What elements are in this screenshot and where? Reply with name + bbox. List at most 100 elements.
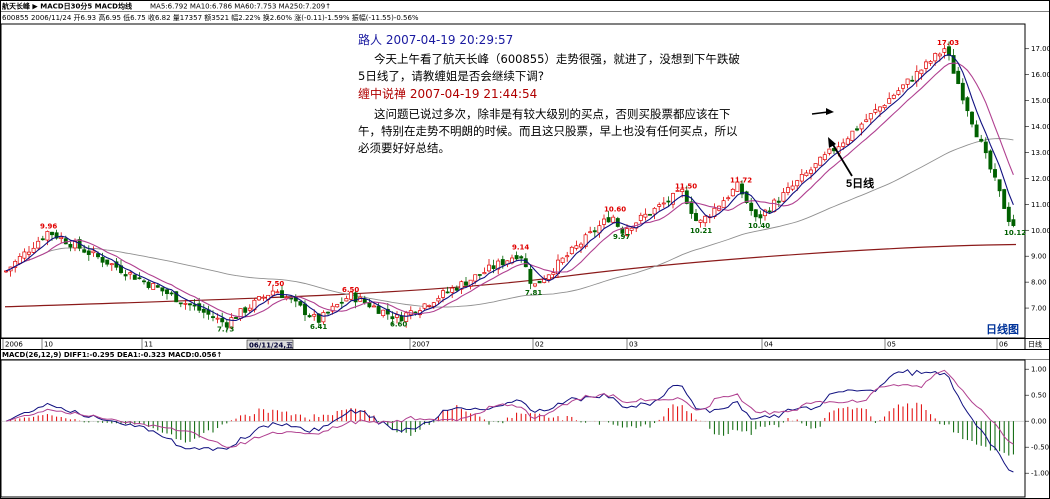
- price-labels: 9.96 7.73 7.50 6.41 6.50 6.60 9.14 7.81 10.60 9.9…: [40, 39, 1026, 333]
- candle-body: [482, 272, 487, 275]
- candle-body: [956, 70, 961, 84]
- candle-body: [887, 98, 892, 104]
- price-point-label: 10.21: [690, 227, 712, 235]
- ma60-line: [5, 138, 1014, 308]
- candle-body: [165, 289, 169, 294]
- candle-body: [638, 214, 643, 221]
- candle-body: [661, 202, 666, 205]
- candle-body: [105, 259, 110, 265]
- candle-body: [698, 219, 703, 223]
- candle-body: [657, 204, 662, 207]
- candle-body: [68, 243, 73, 248]
- candle-body: [1002, 189, 1007, 209]
- candle-body: [197, 303, 202, 311]
- x-tick-label: 05: [887, 341, 896, 349]
- candle-body: [845, 138, 850, 145]
- candle-body: [303, 303, 307, 316]
- candle-body: [54, 232, 59, 239]
- candle-body: [427, 305, 432, 307]
- candle-body: [82, 249, 87, 253]
- candle-body: [201, 308, 206, 313]
- x-tick-label: 02: [535, 341, 544, 349]
- candle-body: [22, 251, 27, 259]
- candle-body: [781, 192, 786, 202]
- candle-body: [50, 231, 54, 236]
- ma10-line: [5, 62, 1014, 318]
- candle-body: [813, 163, 818, 169]
- candle-body: [31, 247, 36, 253]
- candle-body: [546, 274, 551, 280]
- candle-body: [864, 119, 869, 122]
- candle-body: [487, 264, 491, 272]
- candle-body: [436, 297, 441, 302]
- price-tick-label: 8.00: [1031, 279, 1047, 287]
- candle-body: [919, 69, 924, 75]
- arrow-up-icon: [828, 137, 853, 177]
- panel-label: 日线图: [986, 322, 1019, 336]
- candle-body: [744, 191, 749, 204]
- candle-body: [13, 261, 18, 268]
- candle-body: [648, 213, 652, 216]
- candle-body: [569, 246, 574, 255]
- x-tick-label: 04: [764, 341, 773, 349]
- candle-body: [459, 281, 464, 290]
- candle-body: [390, 316, 395, 320]
- candle-body: [192, 304, 197, 307]
- candle-body: [579, 243, 583, 248]
- candle-body: [132, 274, 137, 280]
- price-panel: [0, 23, 1026, 339]
- candle-body: [689, 201, 694, 214]
- macd-lines: [5, 369, 1014, 473]
- price-tick-label: 14.00: [1031, 123, 1050, 131]
- candle-body: [468, 279, 473, 287]
- price-point-label: 10.12: [1004, 229, 1026, 237]
- candle-body: [372, 305, 376, 308]
- candle-body: [533, 283, 537, 287]
- right-unit: 日线: [1028, 340, 1042, 349]
- candle-body: [36, 240, 41, 249]
- candle-body: [592, 230, 597, 233]
- candle-body: [993, 169, 997, 178]
- candle-body: [758, 214, 763, 219]
- candle-body: [822, 154, 827, 161]
- candle-body: [431, 302, 436, 307]
- price-point-label: 17.03: [937, 39, 959, 47]
- macd-header: MACD(26,12,9) DIFF1:-0.295 DEA1:-0.323 M…: [2, 351, 222, 359]
- candle-body: [537, 280, 542, 284]
- candle-body: [496, 260, 501, 270]
- candle-body: [339, 301, 344, 304]
- candle-body: [694, 213, 698, 221]
- candle-body: [809, 169, 813, 174]
- candle-body: [298, 301, 303, 306]
- candle-body: [965, 97, 970, 112]
- candle-body: [500, 259, 505, 266]
- candle-body: [629, 227, 634, 231]
- x-axis: 200610111220070203040506: [2, 338, 1008, 349]
- candle-body: [868, 113, 873, 120]
- price-tick-label: 16.00: [1031, 71, 1050, 79]
- price-point-label: 11.50: [675, 182, 697, 190]
- candle-body: [841, 142, 846, 147]
- candle-body: [381, 309, 386, 316]
- candle-body: [855, 128, 859, 131]
- candle-body: [643, 213, 648, 218]
- candle-body: [795, 180, 800, 187]
- price-tick-label: 17.00: [1031, 45, 1050, 53]
- post-body-2-line-2: 午，特别在走势不明朗的时候。而且这只股票，早上也没有任何买点，所以: [358, 124, 738, 138]
- candle-body: [772, 199, 777, 212]
- post-body-1-line-2: 5日线了，请教缠姐是否会继续下调?: [358, 69, 544, 83]
- candle-body: [882, 105, 887, 109]
- candle-body: [947, 46, 951, 56]
- candle-body: [169, 292, 174, 295]
- candle-body: [215, 317, 220, 320]
- price-point-label: 9.14: [512, 244, 529, 252]
- candle-body: [445, 291, 450, 294]
- candle-body: [753, 209, 758, 218]
- candle-body: [91, 250, 96, 254]
- candle-body: [671, 193, 675, 205]
- candle-body: [749, 202, 754, 212]
- candle-body: [574, 245, 579, 249]
- candle-body: [979, 138, 984, 142]
- cursor-date: 06/11/24,五: [249, 342, 293, 350]
- candle-body: [183, 302, 188, 305]
